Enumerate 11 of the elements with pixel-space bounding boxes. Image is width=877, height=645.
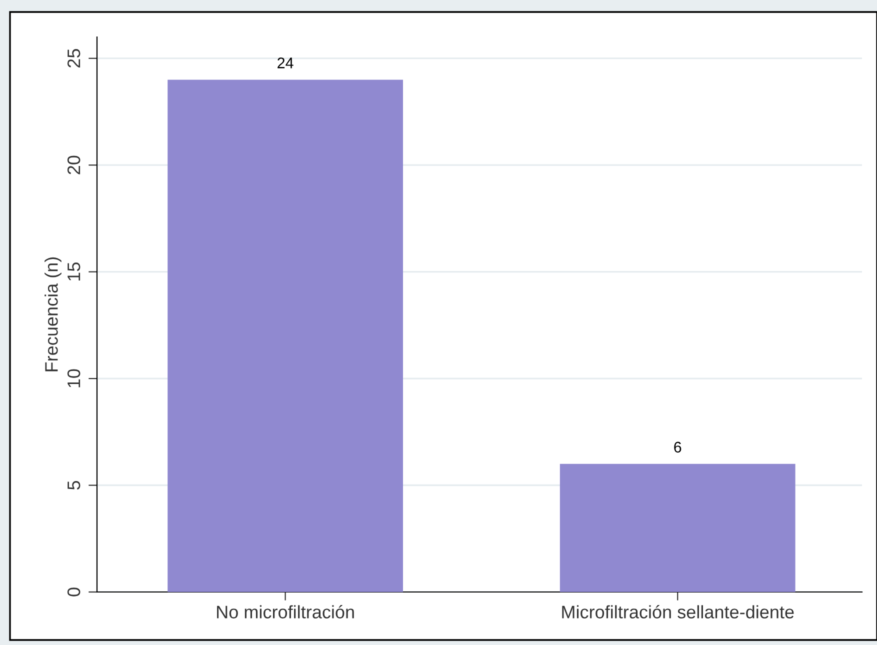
y-tick-label: 10 <box>67 369 80 388</box>
y-tick-label: 20 <box>67 156 80 174</box>
y-axis-title: Frecuencia (n) <box>44 257 62 372</box>
y-tick-label: 0 <box>67 588 80 596</box>
y-tick-label: 15 <box>68 262 80 280</box>
data-label: 6 <box>674 442 682 453</box>
data-label: 24 <box>278 58 294 68</box>
y-tick-label: 25 <box>67 49 80 68</box>
y-tick-label: 5 <box>68 481 80 490</box>
x-tick-label: No microfiltración <box>217 604 354 618</box>
x-tick-label: Microfiltración sellante-diente <box>562 604 794 618</box>
